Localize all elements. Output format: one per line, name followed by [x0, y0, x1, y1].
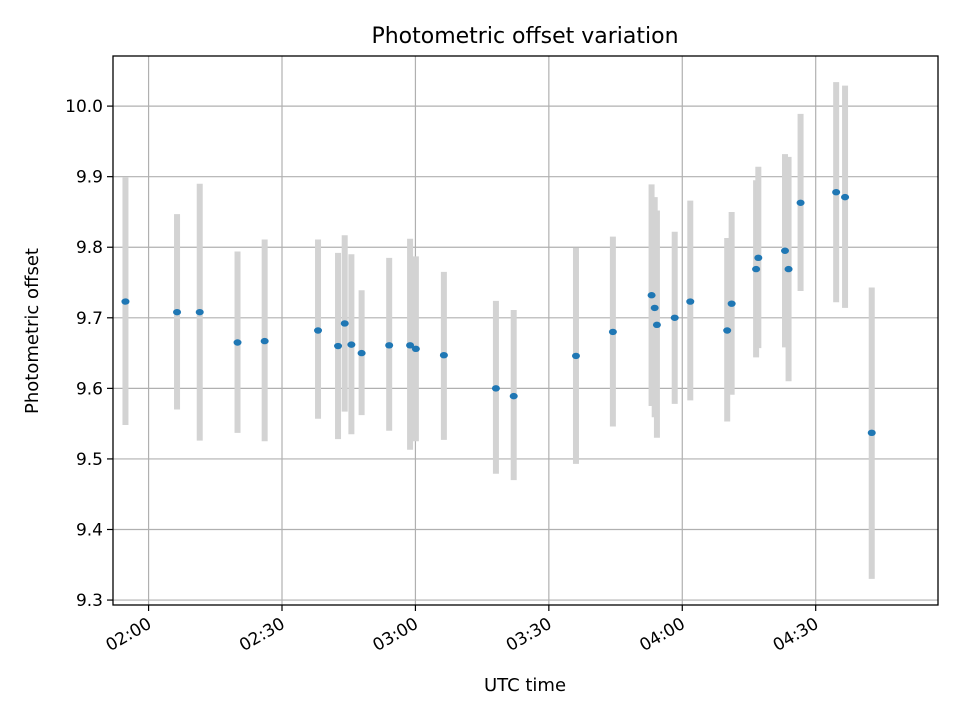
y-tick-label: 10.0: [65, 97, 103, 117]
data-point: [406, 342, 415, 349]
data-point: [841, 193, 850, 201]
data-point: [752, 265, 761, 273]
data-point: [357, 349, 366, 357]
plot-frame: [112, 55, 939, 606]
x-tick-label: 03:30: [503, 614, 555, 656]
data-points: [121, 188, 876, 437]
data-point: [784, 265, 793, 273]
data-point: [121, 298, 130, 305]
data-point: [491, 385, 500, 392]
data-point: [334, 342, 343, 350]
chart-title: Photometric offset variation: [371, 24, 678, 49]
data-point: [650, 304, 659, 312]
y-axis-ticks: 9.3 9.4 9.5 9.6 9.7 9.8 9.9 10.0: [65, 97, 113, 611]
x-axis-ticks: 02:00 02:30 03:00 03:30 04:00 04:30: [103, 605, 822, 656]
data-point: [670, 314, 679, 321]
y-tick-label: 9.4: [76, 520, 103, 540]
data-point: [796, 199, 805, 206]
y-tick-label: 9.8: [76, 238, 103, 258]
data-point: [340, 320, 349, 327]
data-point: [411, 345, 420, 353]
data-point: [686, 298, 695, 305]
x-tick-label: 04:00: [636, 614, 688, 656]
data-point: [173, 308, 182, 316]
data-point: [347, 341, 356, 348]
data-point: [723, 327, 732, 334]
data-point: [571, 352, 580, 360]
data-point: [233, 339, 242, 346]
y-tick-label: 9.9: [76, 168, 103, 188]
data-point: [385, 342, 394, 349]
x-axis-label: UTC time: [484, 675, 566, 696]
data-point: [439, 351, 448, 359]
data-point: [608, 328, 617, 336]
x-tick-label: 03:00: [369, 614, 421, 656]
data-point: [727, 300, 736, 307]
data-point: [314, 327, 323, 334]
data-point: [867, 429, 876, 437]
data-point: [781, 247, 790, 254]
x-tick-label: 02:30: [236, 614, 288, 656]
data-point: [195, 308, 204, 316]
data-point: [832, 188, 841, 196]
y-tick-label: 9.6: [76, 379, 103, 399]
x-tick-label: 02:00: [103, 614, 155, 656]
y-tick-label: 9.5: [76, 450, 103, 470]
data-point: [647, 292, 656, 299]
y-tick-label: 9.7: [76, 309, 103, 329]
data-point: [260, 337, 269, 345]
data-point: [652, 321, 661, 329]
y-axis-label: Photometric offset: [22, 248, 43, 414]
data-point: [754, 254, 763, 262]
data-point: [509, 392, 518, 400]
error-bars: [122, 82, 875, 579]
x-tick-label: 04:30: [770, 614, 822, 656]
y-tick-label: 9.3: [76, 591, 103, 611]
